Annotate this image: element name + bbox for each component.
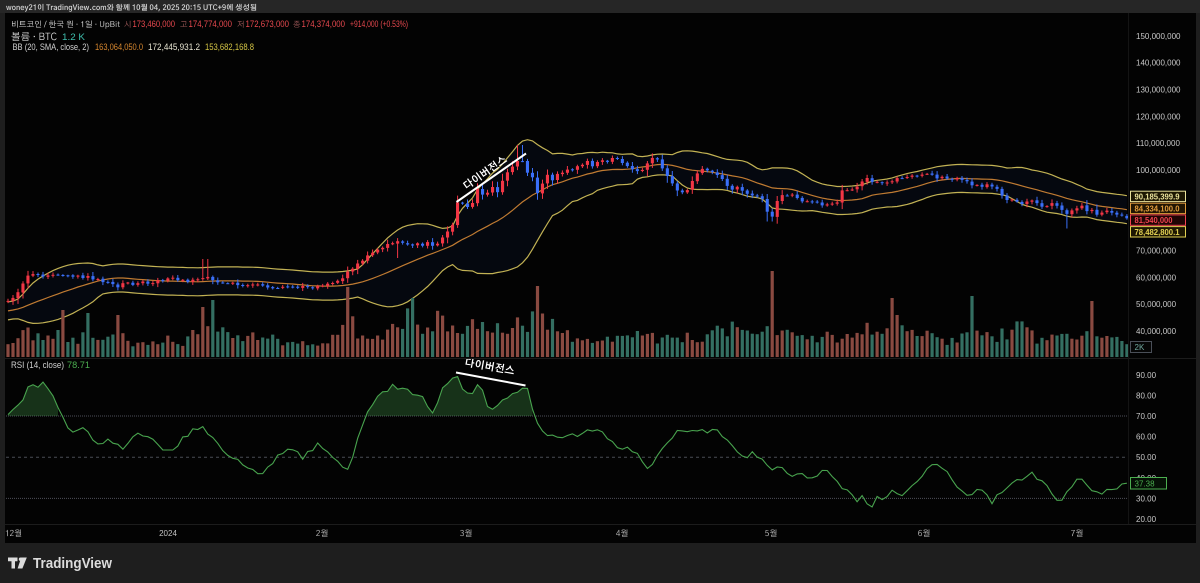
svg-text:174,374,000: 174,374,000 (302, 19, 346, 29)
svg-text:140,000,000: 140,000,000 (1136, 59, 1181, 68)
svg-text:163,064,050.0: 163,064,050.0 (95, 42, 143, 52)
svg-text:30.00: 30.00 (1136, 494, 1157, 503)
svg-text:110,000,000: 110,000,000 (1136, 139, 1180, 148)
svg-text:173,460,000: 173,460,000 (133, 19, 176, 29)
svg-text:+914,000 (+0.53%): +914,000 (+0.53%) (350, 19, 408, 29)
svg-text:100,000,000: 100,000,000 (1136, 166, 1181, 175)
svg-text:RSI (14, close): RSI (14, close) (11, 360, 64, 370)
svg-text:37.38: 37.38 (1135, 480, 1156, 489)
svg-text:120,000,000: 120,000,000 (1136, 112, 1181, 121)
svg-text:2024: 2024 (159, 529, 177, 538)
svg-text:50,000,000: 50,000,000 (1136, 300, 1177, 309)
svg-text:81,540,000: 81,540,000 (1135, 216, 1174, 225)
svg-text:2K: 2K (1135, 343, 1145, 352)
svg-text:172,673,000: 172,673,000 (246, 19, 290, 29)
svg-text:78,482,800.1: 78,482,800.1 (1135, 228, 1181, 237)
svg-text:20.00: 20.00 (1136, 515, 1157, 524)
svg-text:1.2 K: 1.2 K (62, 32, 85, 42)
svg-text:78.71: 78.71 (67, 360, 90, 370)
svg-text:130,000,000: 130,000,000 (1136, 86, 1181, 95)
svg-text:172,445,931.2: 172,445,931.2 (148, 42, 200, 52)
svg-text:153,682,168.8: 153,682,168.8 (205, 42, 254, 52)
svg-text:TradingView: TradingView (33, 555, 112, 572)
svg-text:70.00: 70.00 (1136, 412, 1157, 421)
svg-text:90,185,399.9: 90,185,399.9 (1135, 192, 1181, 201)
svg-text:60,000,000: 60,000,000 (1136, 273, 1177, 282)
svg-text:174,774,000: 174,774,000 (189, 19, 233, 29)
svg-text:60.00: 60.00 (1136, 433, 1157, 442)
svg-text:70,000,000: 70,000,000 (1136, 247, 1177, 256)
svg-text:80.00: 80.00 (1136, 391, 1157, 400)
svg-text:50.00: 50.00 (1136, 453, 1157, 462)
svg-text:BB (20, SMA, close, 2): BB (20, SMA, close, 2) (13, 42, 90, 52)
svg-text:84,334,100.0: 84,334,100.0 (1135, 204, 1181, 213)
svg-text:40,000,000: 40,000,000 (1136, 327, 1177, 336)
svg-text:150,000,000: 150,000,000 (1136, 32, 1181, 41)
svg-text:90.00: 90.00 (1136, 371, 1157, 380)
